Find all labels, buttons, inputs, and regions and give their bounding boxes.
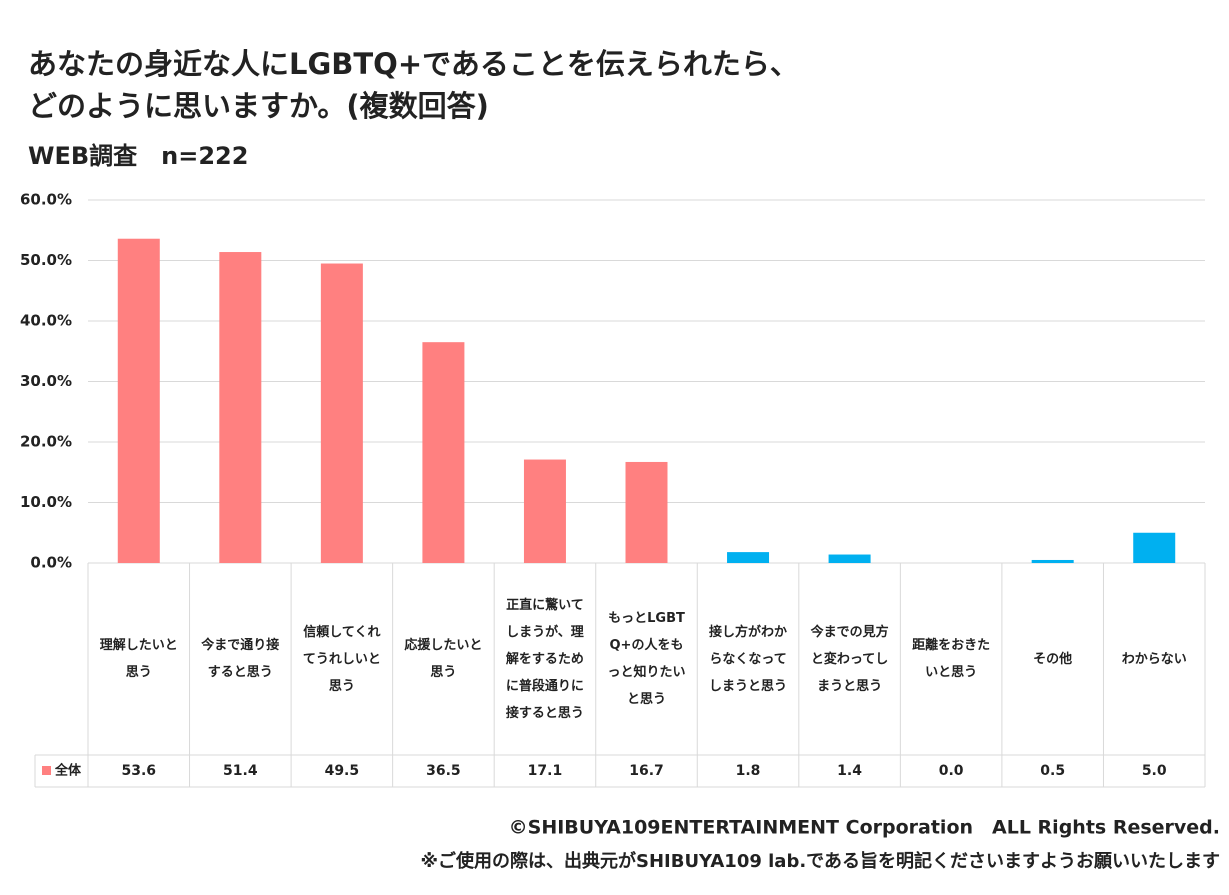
bar [1031, 559, 1074, 563]
value-label: 0.0 [939, 763, 964, 779]
value-label: 5.0 [1142, 763, 1167, 779]
chart-title: どのように思いますか。(複数回答) [28, 89, 489, 123]
bar [1133, 532, 1176, 563]
value-label: 17.1 [528, 763, 563, 779]
x-tick-label: 接し方がわからなくなってしまうと思う [709, 624, 788, 694]
x-tick-label: 今まで通り接すると思う [201, 638, 280, 680]
bar [422, 342, 465, 563]
bar [117, 238, 160, 563]
y-tick-label: 30.0% [20, 372, 72, 390]
x-tick-label: 今までの見方と変わってしまうと思う [810, 624, 889, 694]
x-tick-label: わからない [1121, 651, 1187, 667]
value-label: 16.7 [629, 763, 664, 779]
x-tick-label: 応援したいと思う [404, 638, 483, 680]
y-tick-label: 10.0% [20, 493, 72, 511]
x-tick-label: 理解したいと思う [99, 638, 178, 680]
bar [727, 552, 770, 563]
x-tick-label: その他 [1033, 651, 1073, 667]
copyright: ©SHIBUYA109ENTERTAINMENT Corporation ALL… [509, 817, 1220, 839]
bar [219, 252, 262, 563]
footnote: ※ご使用の際は、出典元がSHIBUYA109 lab.である旨を明記くださいます… [421, 850, 1221, 872]
y-tick-label: 60.0% [20, 191, 72, 209]
bar [523, 459, 566, 563]
value-label: 1.8 [736, 763, 761, 779]
y-tick-label: 50.0% [20, 251, 72, 269]
value-label: 49.5 [325, 763, 360, 779]
value-label: 53.6 [121, 763, 156, 779]
y-tick-label: 40.0% [20, 312, 72, 330]
legend-label: 全体 [54, 763, 82, 779]
x-tick-label: 信頼してくれてうれしいと思う [302, 624, 381, 694]
value-label: 51.4 [223, 763, 258, 779]
y-tick-label: 20.0% [20, 433, 72, 451]
value-label: 1.4 [837, 763, 862, 779]
bar [828, 554, 871, 563]
x-tick-label: もっとLGBTQ+の人をもっと知りたいと思う [607, 611, 686, 707]
y-tick-label: 0.0% [30, 554, 72, 572]
legend-swatch [42, 766, 51, 775]
value-label: 0.5 [1040, 763, 1065, 779]
chart-title: あなたの身近な人にLGBTQ+であることを伝えられたら、 [28, 47, 799, 81]
x-tick-label: 正直に驚いてしまうが、理解をするために普段通りに接すると思う [505, 597, 584, 721]
value-label: 36.5 [426, 763, 461, 779]
subtitle: WEB調査 n=222 [28, 142, 248, 170]
bar [320, 263, 363, 563]
x-tick-label: 距離をおきたいと思う [912, 638, 991, 680]
bar [625, 461, 668, 563]
